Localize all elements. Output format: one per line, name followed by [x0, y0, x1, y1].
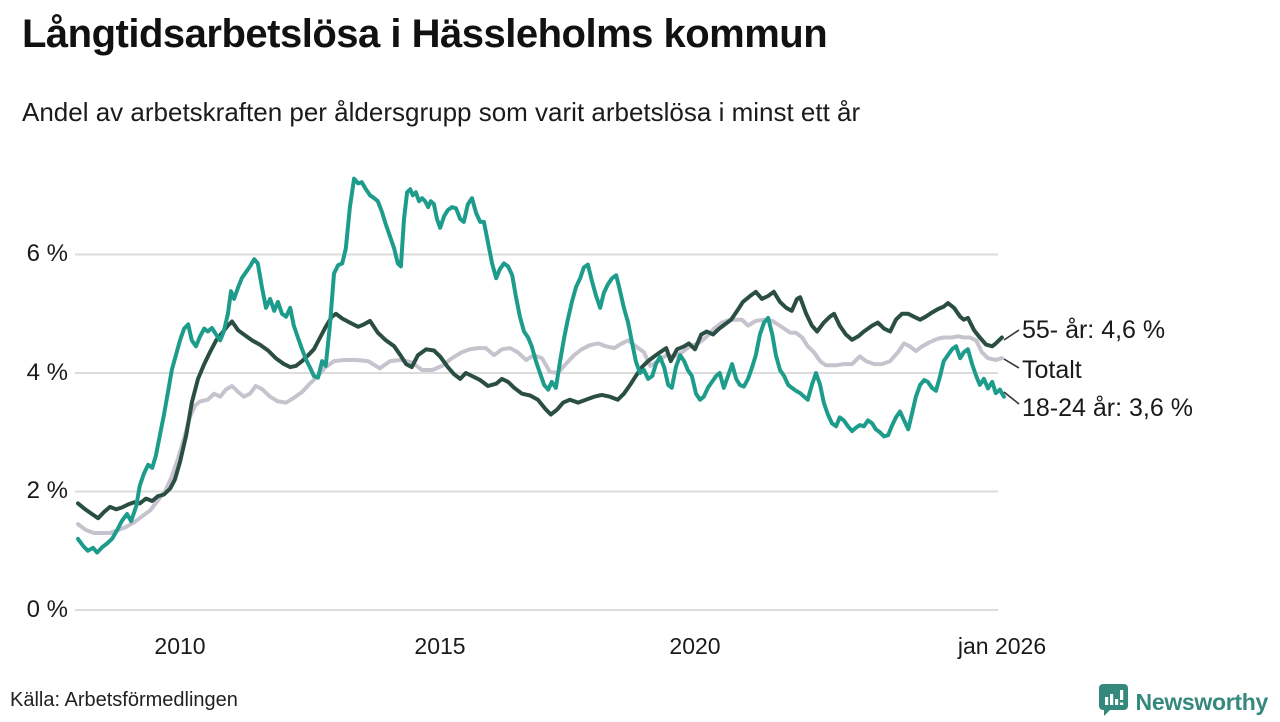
series-line-55-r	[76, 289, 1004, 521]
series-label-18-24: 18-24 år: 3,6 %	[1022, 394, 1193, 422]
leader-line-18-24	[1003, 391, 1020, 405]
leader-line-55	[1003, 329, 1020, 341]
y-tick-4: 4 %	[26, 359, 68, 386]
x-tick-2015: 2015	[414, 633, 466, 659]
series-label-totalt: Totalt	[1022, 356, 1082, 384]
y-tick-6: 6 %	[26, 240, 68, 267]
page-subtitle: Andel av arbetskraften per åldersgrupp s…	[22, 97, 861, 127]
series-line-totalt	[76, 317, 1004, 535]
x-tick-2010: 2010	[154, 633, 206, 659]
x-tick-jan-2026: jan 2026	[957, 633, 1047, 659]
gridlines	[75, 253, 998, 611]
y-tick-2: 2 %	[26, 477, 68, 504]
leader-line-totalt	[1003, 358, 1020, 369]
series-line-18-24-r	[76, 176, 1006, 555]
x-tick-2020: 2020	[669, 633, 721, 659]
series-label-55: 55- år: 4,6 %	[1022, 316, 1166, 344]
newsworthy-wordmark: Newsworthy	[1135, 689, 1269, 715]
label-leader-lines	[1003, 329, 1020, 405]
y-tick-0: 0 %	[26, 596, 68, 623]
source-note: Källa: Arbetsförmedlingen	[10, 689, 238, 711]
newsworthy-logo-icon	[1098, 683, 1129, 722]
newsworthy-brand: Newsworthy	[1098, 683, 1268, 722]
page-title: Långtidsarbetslösa i Hässleholms kommun	[22, 12, 828, 56]
chart-series	[76, 176, 1006, 555]
